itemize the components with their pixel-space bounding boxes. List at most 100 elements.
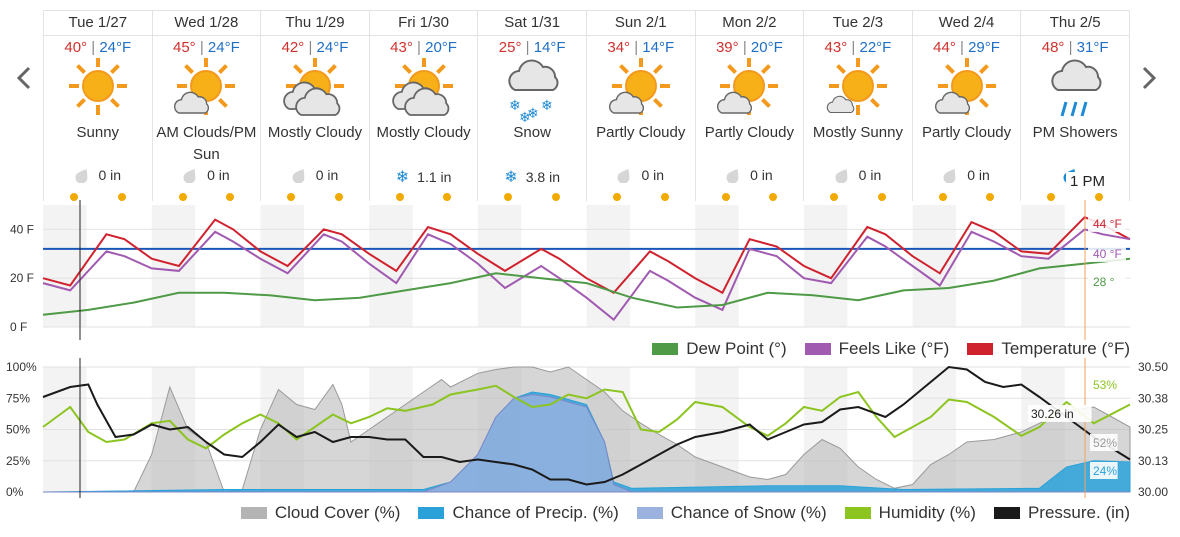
partly-cloudy-icon	[174, 58, 236, 115]
precip-amount: 0 in	[913, 167, 1021, 183]
condition-text: Partly Cloudy	[596, 124, 686, 141]
day-column[interactable]: Mon 2/2 39° | 20°F Partly Cloudy 0 in	[695, 11, 805, 201]
day-column[interactable]: Sat 1/31 25° | 14°F ❄ ❄ ❄ ❄ Snow ❄ 3.8 in	[478, 11, 587, 201]
day-date: Fri 1/30	[369, 11, 478, 36]
day-column[interactable]: Thu 2/5 48° | 31°F PM Showers	[1021, 11, 1130, 201]
low-temp: 14°F	[533, 39, 566, 56]
legend-label: Chance of Snow (%)	[670, 503, 827, 522]
temp-separator: |	[634, 39, 639, 56]
condition-text: AM Clouds/PM Sun	[156, 124, 257, 163]
raindrop-icon	[835, 168, 847, 183]
humidity-legend: Cloud Cover (%) Chance of Precip. (%) Chan…	[240, 503, 1130, 523]
legend-label: Humidity (%)	[878, 503, 976, 522]
day-temps: 45° | 24°F	[153, 39, 261, 56]
legend-swatch	[804, 343, 831, 355]
y-tick-label: 75%	[6, 391, 30, 405]
day-column[interactable]: Sun 2/1 34° | 14°F Partly Cloudy 0 in	[586, 11, 696, 201]
sunny-icon	[68, 58, 127, 115]
precip-amount: 0 in	[696, 167, 804, 183]
high-temp: 25°	[498, 39, 522, 56]
day-temps: 44° | 29°F	[913, 39, 1021, 56]
condition-text: Mostly Sunny	[812, 124, 903, 141]
sunrise-dot	[721, 193, 730, 201]
legend-item-dew-point[interactable]: Dew Point (°)	[652, 339, 787, 359]
mostly-cloudy-icon	[391, 58, 453, 116]
sunset-dot	[877, 193, 886, 201]
day-date: Sat 1/31	[478, 11, 586, 36]
high-temp: 42°	[281, 39, 305, 56]
legend-item-precip[interactable]: Chance of Precip. (%)	[418, 503, 619, 523]
high-temp: 40°	[64, 39, 88, 56]
legend-item-cloud-cover[interactable]: Cloud Cover (%)	[240, 503, 400, 523]
precip-amount: ❄ 3.8 in	[478, 167, 586, 186]
low-temp: 22°F	[859, 39, 892, 56]
y-tick-label: 50%	[6, 423, 30, 437]
previous-days-arrow[interactable]	[12, 62, 36, 94]
chevron-right-icon	[1142, 66, 1157, 90]
snow-icon: ❄ ❄ ❄❄	[508, 59, 559, 122]
precip-value: 0 in	[967, 167, 990, 183]
precip-amount: 0 in	[587, 167, 695, 183]
temperature-end-label: 44 °F	[1093, 217, 1122, 231]
legend-item-humidity[interactable]: Humidity (%)	[844, 503, 976, 523]
y-tick-label: 40 F	[10, 222, 34, 236]
day-column[interactable]: Wed 1/28 45° | 24°F AM Clouds/PM Sun 0 i…	[152, 11, 262, 201]
day-column[interactable]: Fri 1/30 43° | 20°F Mostly Cloudy ❄ 1.1 i…	[369, 11, 479, 201]
end-label-bg	[1090, 462, 1118, 479]
day-temps: 34° | 14°F	[587, 39, 695, 56]
precip-value: 1.1 in	[417, 168, 452, 185]
day-column[interactable]: Tue 2/3 43° | 22°F Mostly Sunny 0 in	[804, 11, 913, 201]
day-temps: 43° | 20°F	[370, 39, 478, 56]
day-column[interactable]: Tue 1/27 40° | 24°F Sunny 0 in	[43, 11, 153, 201]
temp-separator: |	[525, 39, 530, 56]
sunrise-dot	[287, 193, 296, 201]
legend-label: Temperature (°F)	[1001, 339, 1130, 358]
end-label-bg	[1088, 245, 1126, 262]
low-temp: 20°F	[750, 39, 783, 56]
day-date: Wed 1/28	[152, 11, 261, 36]
daily-forecast-strip: Tue 1/27 40° | 24°F Sunny 0 in Wed 1/28 …	[43, 10, 1130, 201]
dew-point-end-label: 28 °	[1093, 275, 1115, 289]
day-temps: 25° | 14°F	[478, 39, 586, 56]
y2-tick-label: 30.13	[1138, 454, 1168, 468]
sunset-dot	[1094, 193, 1103, 201]
day-temps: 42° | 24°F	[261, 39, 369, 56]
raindrop-icon	[292, 168, 305, 183]
end-label-bg	[1088, 273, 1126, 290]
mostly-cloudy-icon	[283, 58, 344, 116]
sunset-dot	[660, 193, 669, 201]
day-column[interactable]: Thu 1/29 42° | 24°F Mostly Cloudy 0 in	[261, 11, 370, 201]
sunset-dot	[443, 193, 452, 201]
rain-showers-icon	[1051, 59, 1102, 117]
precip-value: 0 in	[98, 167, 122, 183]
day-temps: 48° | 31°F	[1021, 39, 1129, 56]
sunrise-dot	[395, 193, 404, 201]
partly-cloudy-icon	[608, 58, 670, 115]
sunset-dot	[551, 193, 560, 201]
sunrise-sunset-markers	[44, 193, 152, 201]
legend-item-temperature[interactable]: Temperature (°F)	[967, 339, 1130, 359]
humidity-pressure-chart[interactable]: 0% 30.00 25% 30.13 50% 30.25 75% 30.38 100% 30.50…	[0, 358, 1180, 498]
condition-text: Partly Cloudy	[921, 124, 1012, 141]
legend-item-pressure[interactable]: Pressure. (in)	[993, 503, 1130, 523]
day-date: Tue 1/27	[44, 11, 152, 36]
temperature-legend: Dew Point (°) Feels Like (°F) Temperature …	[652, 339, 1130, 359]
precip-value: 0 in	[641, 167, 665, 183]
sunrise-sunset-markers	[478, 193, 586, 201]
temperature-line	[42, 216, 1131, 295]
svg-text:❄: ❄	[541, 98, 553, 114]
temperature-chart[interactable]: 0 F 20 F 40 F 44 °F 40 °F 28 °	[0, 200, 1180, 340]
condition-text: PM Showers	[1032, 124, 1118, 141]
legend-item-snow[interactable]: Chance of Snow (%)	[636, 503, 827, 523]
night-band	[912, 205, 957, 327]
y2-tick-label: 30.25	[1138, 423, 1168, 437]
day-column[interactable]: Wed 2/4 44° | 29°F Partly Cloudy 0 in	[912, 11, 1022, 201]
legend-item-feels-like[interactable]: Feels Like (°F)	[804, 339, 949, 359]
feels-like-line	[42, 228, 1131, 322]
feels-like-end-label: 40 °F	[1093, 247, 1122, 261]
next-days-arrow[interactable]	[1137, 62, 1161, 94]
y-tick-label: 25%	[6, 454, 30, 468]
precip-value: 3.8 in	[525, 168, 560, 185]
legend-swatch	[993, 507, 1020, 519]
sunrise-sunset-markers	[261, 193, 369, 201]
